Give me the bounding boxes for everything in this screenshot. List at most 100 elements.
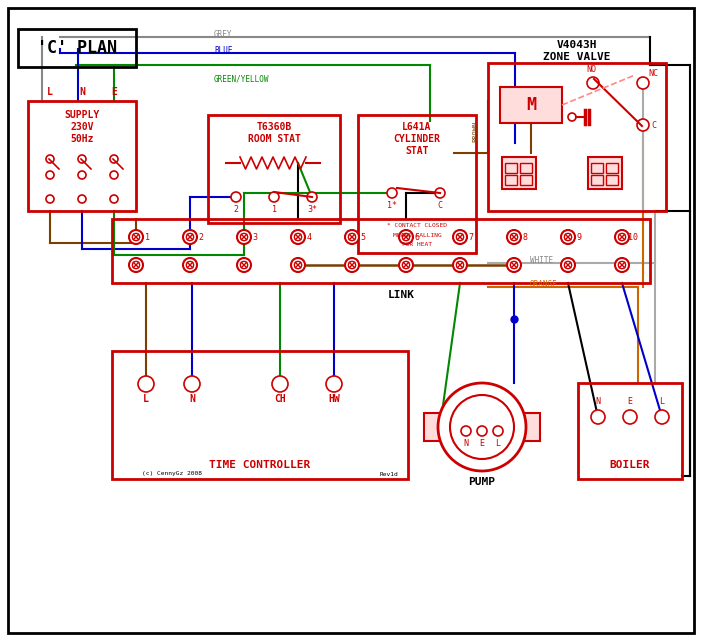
Text: 1: 1 <box>272 204 277 213</box>
Text: Rev1d: Rev1d <box>379 472 398 476</box>
Text: 10: 10 <box>628 233 638 242</box>
Circle shape <box>240 233 248 240</box>
Circle shape <box>291 258 305 272</box>
Text: BLUE: BLUE <box>214 46 232 54</box>
Circle shape <box>294 262 302 269</box>
Text: N: N <box>595 397 600 406</box>
Circle shape <box>461 426 471 436</box>
Circle shape <box>587 77 599 89</box>
Text: C: C <box>437 201 442 210</box>
Circle shape <box>450 395 514 459</box>
Circle shape <box>655 410 669 424</box>
Circle shape <box>435 188 445 198</box>
Circle shape <box>133 233 140 240</box>
Circle shape <box>272 376 288 392</box>
Text: T6360B: T6360B <box>256 122 291 132</box>
Circle shape <box>348 262 356 269</box>
Circle shape <box>186 262 194 269</box>
Circle shape <box>477 426 487 436</box>
Text: CYLINDER: CYLINDER <box>394 134 440 144</box>
Circle shape <box>184 376 200 392</box>
Text: 5: 5 <box>361 233 366 242</box>
Circle shape <box>456 262 463 269</box>
Bar <box>358 115 476 253</box>
Circle shape <box>623 410 637 424</box>
Text: C: C <box>651 121 656 129</box>
Circle shape <box>46 171 54 179</box>
Text: SUPPLY: SUPPLY <box>65 110 100 120</box>
Text: PUMP: PUMP <box>468 477 496 487</box>
Circle shape <box>307 192 317 202</box>
Circle shape <box>637 77 649 89</box>
Circle shape <box>561 258 575 272</box>
Circle shape <box>399 230 413 244</box>
Circle shape <box>402 262 410 269</box>
Text: STAT: STAT <box>405 146 429 156</box>
Circle shape <box>110 155 118 163</box>
Text: N: N <box>463 438 468 447</box>
Text: CH: CH <box>274 394 286 404</box>
Circle shape <box>618 262 625 269</box>
Text: 230V: 230V <box>70 122 94 132</box>
Text: NO: NO <box>586 65 596 74</box>
Circle shape <box>591 410 605 424</box>
Bar <box>112 219 650 283</box>
Text: 2: 2 <box>199 233 204 242</box>
Text: V4043H: V4043H <box>557 40 597 50</box>
Text: * CONTACT CLOSED: * CONTACT CLOSED <box>387 222 447 228</box>
Text: ROOM STAT: ROOM STAT <box>248 134 300 144</box>
Text: BOILER: BOILER <box>610 460 650 470</box>
Circle shape <box>345 258 359 272</box>
Circle shape <box>453 258 467 272</box>
Text: ORANGE: ORANGE <box>530 279 558 288</box>
Text: 1*: 1* <box>387 201 397 210</box>
Bar <box>208 115 340 223</box>
Circle shape <box>326 376 342 392</box>
Circle shape <box>231 192 241 202</box>
Circle shape <box>615 230 629 244</box>
Text: MEANS CALLING: MEANS CALLING <box>392 233 442 238</box>
Text: (c) CennyGz 2008: (c) CennyGz 2008 <box>142 472 202 476</box>
Bar <box>502 157 536 189</box>
Circle shape <box>186 233 194 240</box>
Circle shape <box>240 262 248 269</box>
Bar <box>112 351 408 479</box>
Circle shape <box>510 262 517 269</box>
Circle shape <box>183 258 197 272</box>
Text: WHITE: WHITE <box>530 256 553 265</box>
Text: 'C' PLAN: 'C' PLAN <box>37 39 117 57</box>
Text: HW: HW <box>328 394 340 404</box>
Circle shape <box>46 155 54 163</box>
Circle shape <box>568 113 576 121</box>
Circle shape <box>237 258 251 272</box>
Text: GREEN/YELLOW: GREEN/YELLOW <box>214 74 270 83</box>
Text: NC: NC <box>648 69 658 78</box>
Text: BROWN: BROWN <box>472 121 478 142</box>
Bar <box>588 157 622 189</box>
Circle shape <box>618 233 625 240</box>
Text: 3*: 3* <box>307 204 317 213</box>
Bar <box>591 163 603 173</box>
Bar <box>606 175 618 185</box>
Text: 9: 9 <box>576 233 581 242</box>
Circle shape <box>183 230 197 244</box>
Text: E: E <box>111 87 117 97</box>
Text: TIME CONTROLLER: TIME CONTROLLER <box>209 460 310 470</box>
Text: 8: 8 <box>522 233 527 242</box>
Text: E: E <box>479 438 484 447</box>
Circle shape <box>402 233 410 240</box>
Text: N: N <box>189 394 195 404</box>
Circle shape <box>110 195 118 203</box>
Bar <box>578 383 682 479</box>
Text: L: L <box>496 438 501 447</box>
Circle shape <box>507 230 521 244</box>
Circle shape <box>78 195 86 203</box>
Circle shape <box>294 233 302 240</box>
Circle shape <box>561 230 575 244</box>
Circle shape <box>129 258 143 272</box>
Bar <box>424 413 440 441</box>
Circle shape <box>110 171 118 179</box>
Text: L: L <box>47 87 53 97</box>
Text: GREY: GREY <box>214 29 232 38</box>
Bar <box>488 63 666 211</box>
